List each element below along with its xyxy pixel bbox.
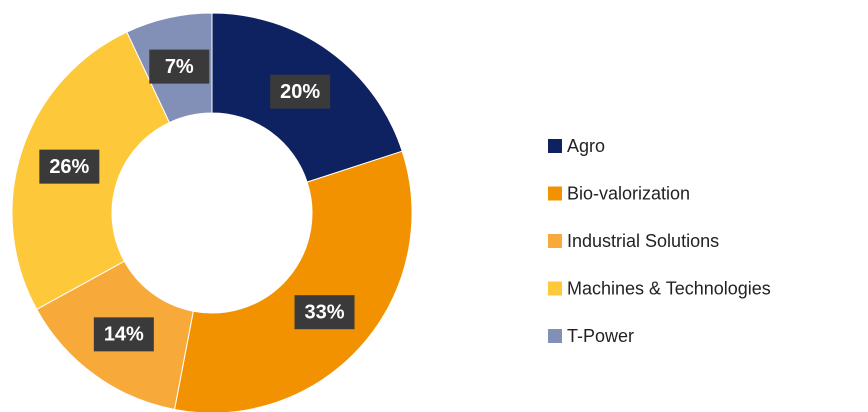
legend-label: T-Power [567,326,634,346]
value-label-box [270,74,331,109]
value-label: 14% [104,324,144,346]
value-label-box [294,295,355,330]
legend-swatch [548,186,562,201]
value-label: 33% [305,301,345,323]
legend-label: Bio-valorization [567,183,690,203]
legend-swatch [548,329,562,343]
legend-label: Machines & Technologies [567,278,771,298]
slice [173,150,413,412]
value-label-box [149,49,210,84]
value-label: 20% [280,81,320,103]
value-label-box [93,317,154,352]
legend-label: Agro [567,136,605,156]
legend-swatch [548,234,562,248]
legend-swatch [548,139,562,153]
value-label-box [39,149,100,184]
legend-swatch [548,281,562,296]
legend-label: Industrial Solutions [567,231,719,251]
value-label: 26% [49,156,89,178]
value-label: 7% [165,56,194,78]
